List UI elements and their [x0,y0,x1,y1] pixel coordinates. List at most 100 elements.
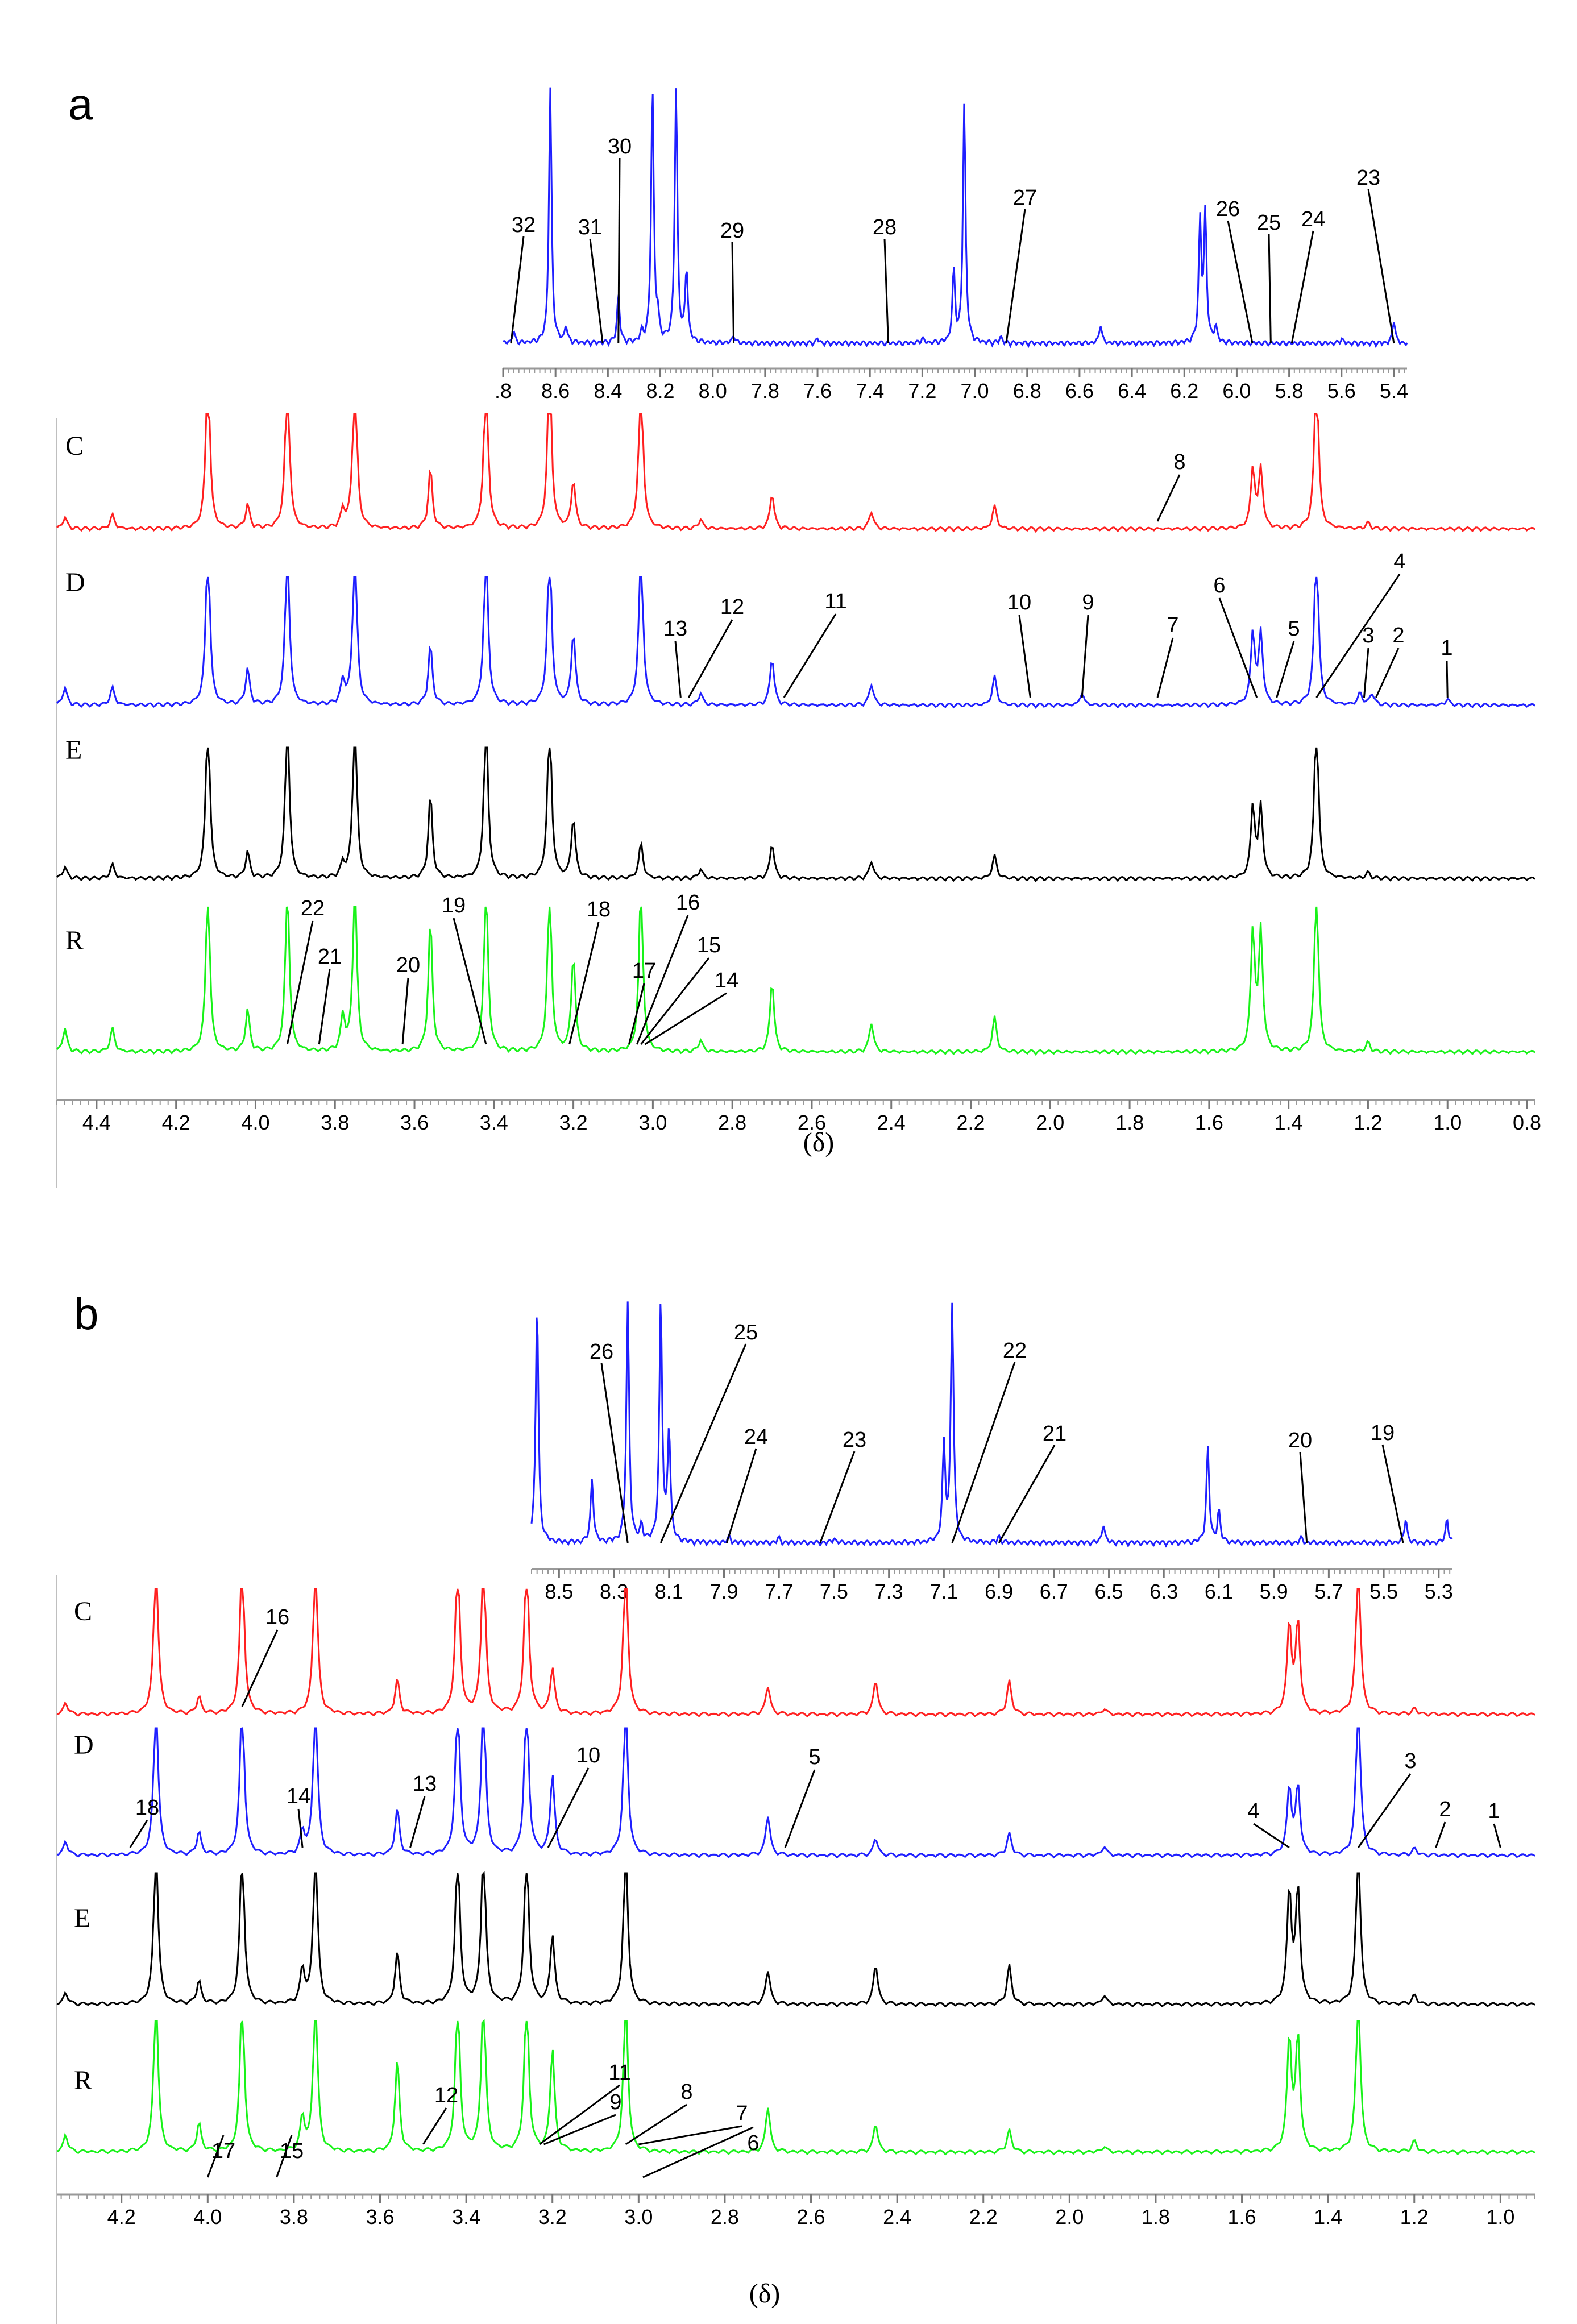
x-tick-label: 2.2 [969,2205,998,2228]
x-tick-label: 3.4 [452,2205,480,2228]
x-tick-label: 8.2 [646,379,674,402]
x-tick-label: 8.3 [600,1580,628,1603]
peak-leader-line [276,2135,293,2178]
x-tick-label: 5.6 [1327,379,1356,402]
peak-leader-line [1435,1821,1446,1848]
peak-leader-line [638,2125,742,2145]
peak-leader-line [539,2084,620,2145]
x-tick-label: 6.6 [1065,379,1094,402]
x-tick-label: 8.0 [699,379,727,402]
peak-annotation: 13 [663,617,687,641]
x-tick-label: 7.1 [929,1580,958,1603]
peak-annotation: 1 [1488,1799,1500,1823]
peak-leader-line [206,2135,225,2178]
peak-annotation: 14 [287,1785,310,1808]
x-tick-label: 5.5 [1370,1580,1398,1603]
trace-label-r: R [74,2065,92,2095]
spectrum-line-r [57,2019,1536,2156]
x-tick-label: 3.8 [321,1111,349,1134]
peak-annotation: 17 [632,959,656,983]
x-tick-label: 1.2 [1400,2205,1429,2228]
inset-spectrum-line [530,1301,1453,1548]
peak-leader-line [625,2103,687,2145]
peak-annotation: 10 [1007,591,1031,615]
peak-leader-line [510,236,525,344]
x-tick-label: 3.2 [559,1111,588,1134]
peak-annotation: 7 [1167,613,1178,637]
peak-leader-line [286,920,314,1045]
peak-leader-line [783,613,837,698]
x-tick-label: 3.4 [480,1111,508,1134]
x-tick-label: 7.8 [751,379,779,402]
peak-annotation: 10 [576,1744,600,1767]
peak-annotation: 25 [734,1321,758,1344]
peak-leader-line [129,1820,148,1848]
peak-leader-line [422,2107,447,2145]
peak-leader-line [1218,597,1258,698]
peak-annotation: 2 [1392,624,1404,648]
x-tick-label: 7.0 [961,379,989,402]
x-tick-label: 4.0 [241,1111,269,1134]
peak-annotation: 19 [442,894,466,918]
spectrum-line-c [56,413,1536,533]
spectrum-line-c [56,1588,1536,1718]
x-tick-label: 3.6 [400,1111,429,1134]
x-tick-label: 6.4 [1118,379,1146,402]
peak-leader-line [453,918,487,1045]
peak-leader-line [784,1769,816,1848]
trace-label-e: E [65,735,82,765]
x-tick-label: 5.7 [1314,1580,1343,1603]
x-tick-label: 1.2 [1354,1111,1382,1134]
peak-leader-line [1357,1773,1412,1848]
peak-leader-line [1367,189,1395,344]
peak-annotation: 17 [211,2139,235,2163]
peak-leader-line [1081,615,1089,698]
peak-annotation: 15 [697,933,721,957]
x-tick-label: 2.4 [877,1111,906,1134]
x-tick-label: 1.8 [1115,1111,1144,1134]
x-tick-label: 7.3 [875,1580,903,1603]
peak-annotation: 23 [1356,166,1380,190]
peak-leader-line [640,957,710,1045]
peak-annotation: 3 [1362,624,1374,648]
peak-annotation: 20 [396,953,420,977]
peak-leader-line [547,1767,590,1848]
peak-leader-line [1299,1451,1308,1543]
peak-annotation: 24 [744,1425,768,1449]
peak-annotation: 5 [1288,617,1300,641]
peak-annotation: 29 [720,219,744,243]
peak-leader-line [1315,574,1401,698]
peak-annotation: 4 [1247,1799,1259,1823]
x-tick-label: 7.2 [908,379,936,402]
peak-annotation: 2 [1439,1798,1451,1821]
peak-annotation: 8 [680,2080,692,2104]
peak-leader-line [543,2114,616,2145]
peak-leader-line [731,242,735,344]
peak-annotation: 6 [747,2131,759,2155]
peak-leader-line [1156,637,1174,698]
peak-annotation: 27 [1013,186,1037,210]
x-tick-label: 5.9 [1260,1580,1288,1603]
x-tick-label: 2.6 [797,2205,825,2228]
peak-leader-line [883,238,889,344]
peak-leader-line [687,619,733,698]
x-tick-label: 1.6 [1228,2205,1256,2228]
peak-leader-line [725,1448,757,1543]
peak-leader-line [951,1362,1016,1543]
x-tick-label: 5.4 [1380,379,1408,402]
peak-leader-line [241,1629,279,1707]
x-tick-label: 4.2 [107,2205,136,2228]
x-tick-label: 7.7 [765,1580,793,1603]
peak-annotation: 12 [720,595,744,619]
x-tick-label: 7.9 [709,1580,738,1603]
x-tick-label: 6.1 [1205,1580,1233,1603]
peak-annotation: 18 [135,1796,159,1820]
peak-annotation: 9 [1082,591,1094,615]
x-tick-label: 1.4 [1275,1111,1303,1134]
peak-annotation: 5 [808,1745,820,1769]
x-tick-label: 3.2 [538,2205,567,2228]
peak-annotation: 16 [265,1605,289,1629]
x-tick-label: 5.8 [1275,379,1304,402]
peak-annotation: 19 [1371,1421,1395,1445]
peak-leader-line [659,1343,747,1543]
